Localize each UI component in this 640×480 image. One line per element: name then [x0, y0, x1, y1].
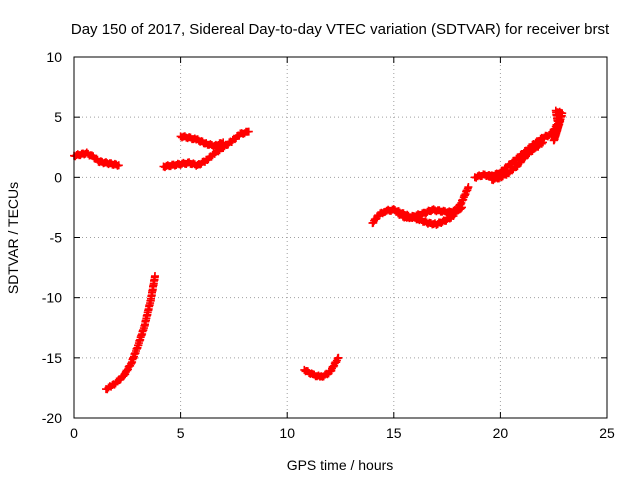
series-seg5	[300, 353, 343, 381]
point-marks	[300, 353, 343, 381]
series-seg4	[176, 132, 228, 151]
series-seg3	[159, 127, 253, 172]
plot-frame	[73, 56, 608, 419]
x-tick-label: 10	[279, 425, 295, 441]
y-tick-label: 5	[54, 109, 62, 125]
point-marks	[159, 127, 253, 172]
x-tick-label: 0	[70, 425, 78, 441]
chart-title: Day 150 of 2017, Sidereal Day-to-day VTE…	[71, 21, 610, 38]
y-tick-label: 10	[46, 49, 62, 65]
series-seg7	[394, 203, 466, 223]
point-marks	[394, 203, 466, 223]
x-axis-label: GPS time / hours	[287, 457, 394, 473]
grid-lines	[74, 57, 607, 418]
tick-labels: 0 5 10 15 20 25 -20 -15 -10 -5 0 5 10	[42, 49, 615, 441]
series-seg2	[102, 272, 159, 394]
y-tick-label: -10	[42, 290, 62, 306]
y-tick-label: -15	[42, 350, 62, 366]
x-tick-label: 25	[599, 425, 615, 441]
series-seg9	[487, 138, 547, 185]
point-marks	[176, 132, 228, 151]
data-points	[70, 106, 567, 394]
y-tick-label: -5	[50, 230, 63, 246]
x-tick-label: 15	[386, 425, 402, 441]
x-tick-label: 20	[493, 425, 509, 441]
point-marks	[487, 138, 547, 185]
point-marks	[102, 272, 159, 394]
x-tick-label: 5	[177, 425, 185, 441]
y-tick-label: 0	[54, 169, 62, 185]
y-tick-label: -20	[42, 410, 62, 426]
y-axis-label: SDTVAR / TECUs	[5, 182, 21, 294]
